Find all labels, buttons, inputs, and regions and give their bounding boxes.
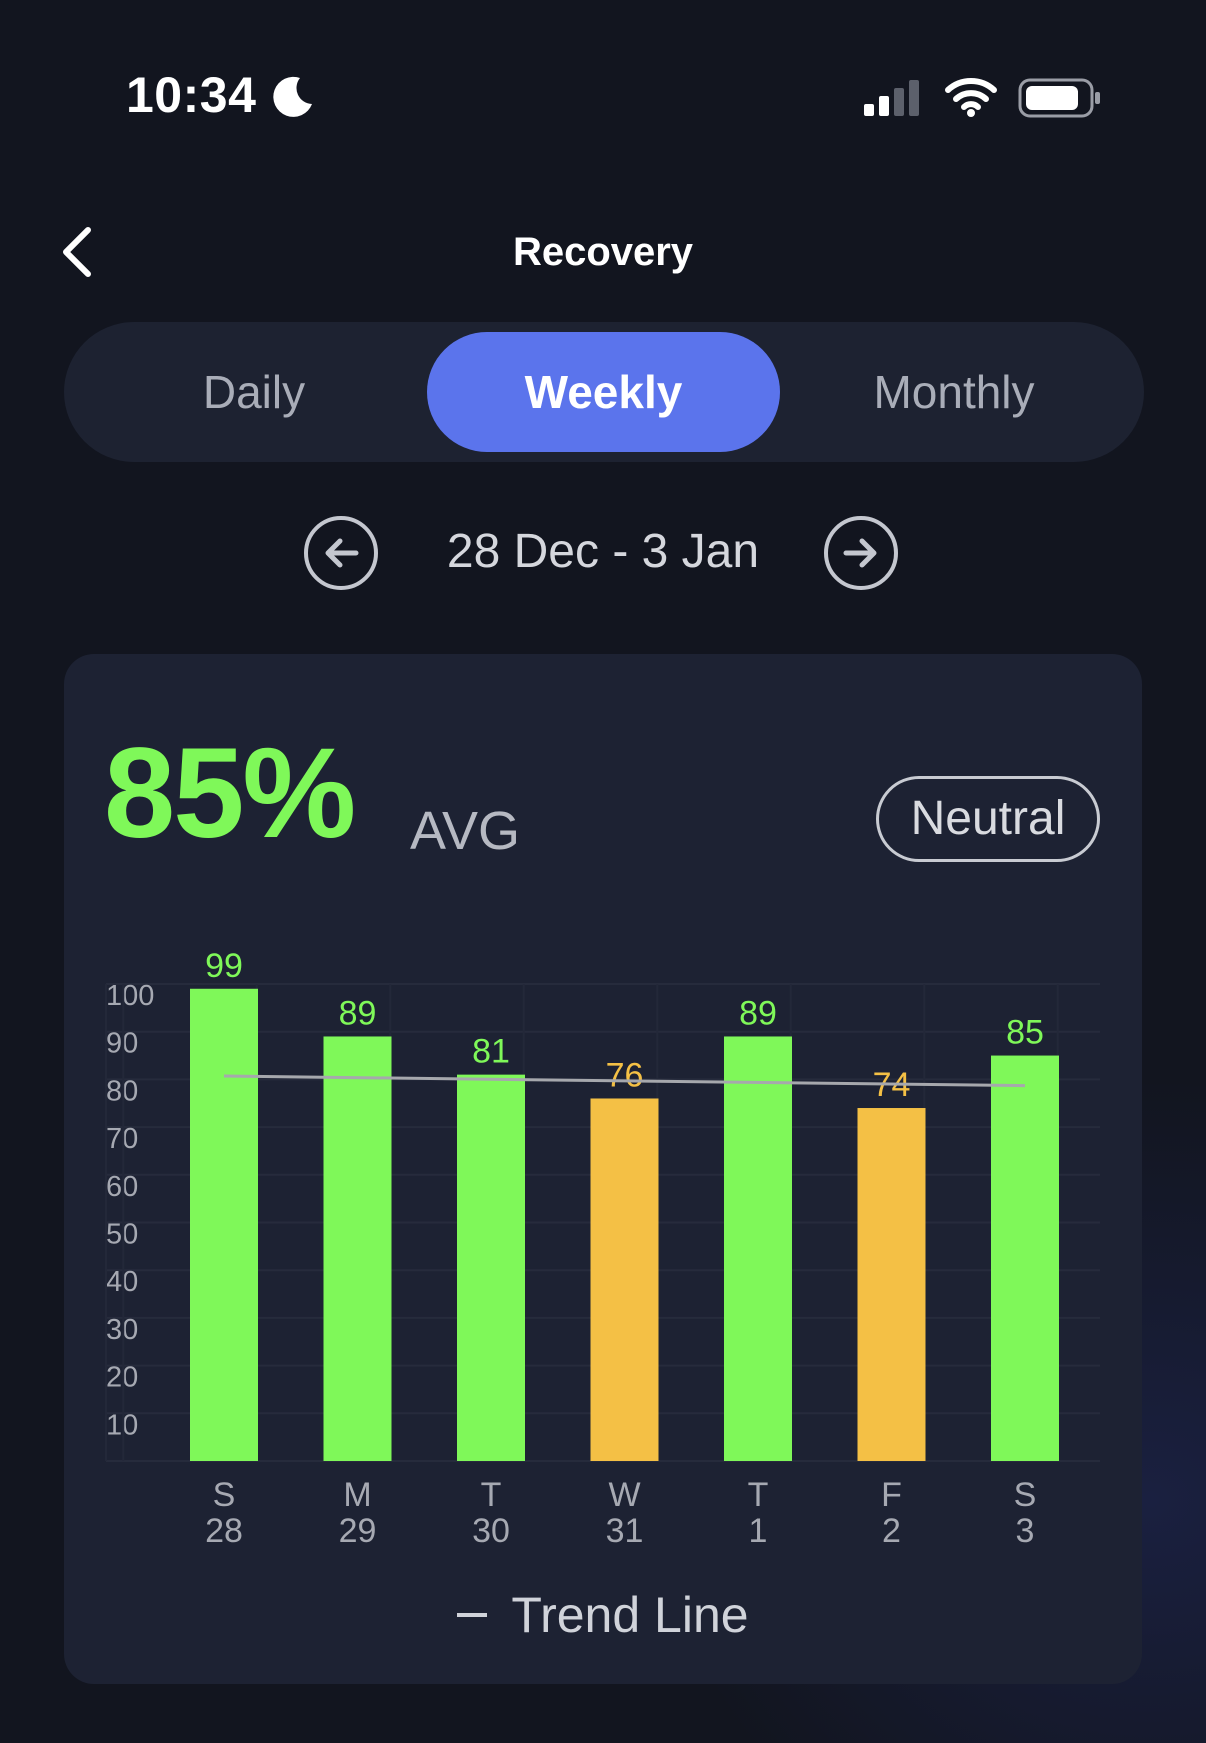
tab-weekly[interactable]: Weekly [427,332,780,452]
date-range: 28 Dec - 3 Jan [446,525,760,578]
signal-icon [864,80,919,116]
average-value: 85% [104,722,356,865]
average-label: AVG [410,801,521,861]
wifi-icon [945,78,997,117]
period-tabs: Daily Weekly Monthly [64,322,1144,462]
chevron-left-icon[interactable] [56,224,100,280]
tab-daily[interactable]: Daily [202,366,306,418]
legend-label: Trend Line [511,1587,749,1643]
chart-legend: Trend Line [0,1586,1206,1644]
battery-icon [1018,78,1100,118]
arrow-left-icon [325,538,359,568]
arrow-right-icon [843,538,877,568]
trend-line-legend-swatch [457,1612,488,1617]
tab-monthly[interactable]: Monthly [873,366,1035,418]
page-title: Recovery [512,230,694,274]
status-time: 10:34 [126,67,257,123]
next-week-button[interactable] [824,516,898,590]
previous-week-button[interactable] [304,516,378,590]
status-badge: Neutral [876,776,1100,862]
moon-icon [273,76,312,117]
